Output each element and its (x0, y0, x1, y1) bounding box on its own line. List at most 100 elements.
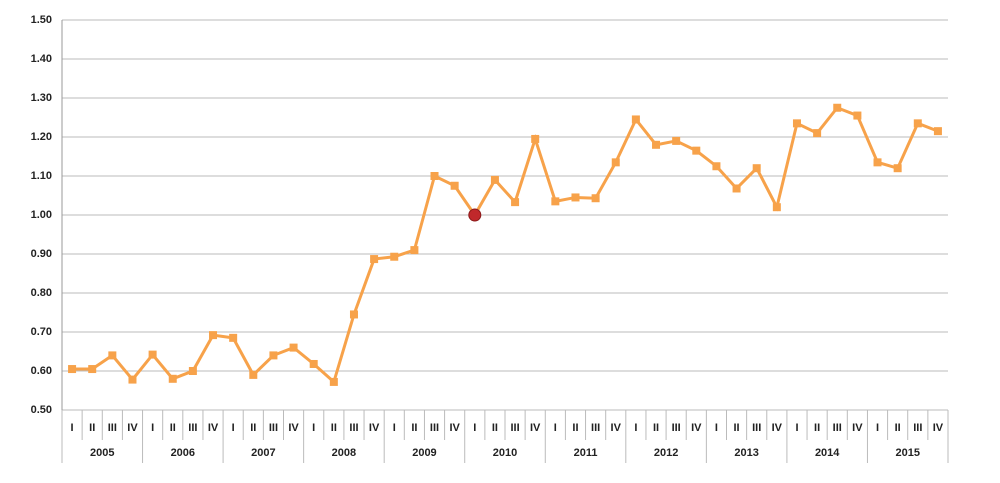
group-label: 2010 (493, 447, 517, 459)
x-tick-label: III (510, 422, 519, 434)
group-label: 2015 (895, 447, 919, 459)
marker (289, 343, 298, 352)
x-tick-label: II (734, 422, 740, 434)
x-tick-label: IV (772, 422, 783, 434)
x-tick-label: III (108, 422, 117, 434)
y-tick-label: 0.70 (31, 326, 52, 338)
group-label: 2012 (654, 447, 678, 459)
y-tick-label: 1.20 (31, 131, 52, 143)
y-tick-label: 1.30 (31, 92, 52, 104)
x-tick-label: III (430, 422, 439, 434)
marker (772, 203, 781, 212)
marker (370, 255, 379, 264)
marker (933, 127, 942, 136)
marker (209, 331, 218, 340)
x-tick-label: IV (127, 422, 138, 434)
x-tick-label: I (876, 422, 879, 434)
marker (652, 140, 661, 149)
marker (329, 377, 338, 386)
x-tick-label: II (250, 422, 256, 434)
x-tick-label: I (151, 422, 154, 434)
x-tick-label: II (411, 422, 417, 434)
x-tick-label: III (591, 422, 600, 434)
marker (128, 375, 137, 384)
marker (732, 184, 741, 193)
marker (410, 246, 419, 255)
marker (349, 310, 358, 319)
marker (752, 164, 761, 173)
group-label: 2008 (332, 447, 356, 459)
x-tick-label: IV (208, 422, 219, 434)
x-tick-label: I (393, 422, 396, 434)
marker (68, 365, 77, 374)
y-tick-label: 0.90 (31, 248, 52, 260)
marker (611, 158, 620, 167)
marker (108, 351, 117, 360)
highlight-marker (468, 208, 482, 222)
marker (672, 136, 681, 145)
x-tick-label: IV (530, 422, 541, 434)
y-tick-label: 0.50 (31, 404, 52, 416)
x-tick-label: III (349, 422, 358, 434)
x-tick-label: III (752, 422, 761, 434)
x-tick-label: I (71, 422, 74, 434)
x-tick-label: IV (288, 422, 299, 434)
x-tick-label: IV (611, 422, 622, 434)
marker (490, 175, 499, 184)
x-tick-label: I (232, 422, 235, 434)
x-tick-label: II (492, 422, 498, 434)
x-tick-label: IV (691, 422, 702, 434)
x-tick-label: II (895, 422, 901, 434)
marker (269, 351, 278, 360)
y-tick-label: 0.80 (31, 287, 52, 299)
marker (893, 164, 902, 173)
marker (430, 172, 439, 180)
marker (309, 359, 318, 368)
marker (450, 181, 459, 190)
marker (813, 129, 822, 138)
x-tick-label: II (814, 422, 820, 434)
x-tick-label: I (795, 422, 798, 434)
x-tick-label: III (913, 422, 922, 434)
x-tick-label: III (833, 422, 842, 434)
marker (168, 374, 177, 383)
x-tick-label: I (554, 422, 557, 434)
marker (631, 115, 640, 124)
x-tick-label: III (672, 422, 681, 434)
marker (390, 252, 399, 261)
marker (873, 158, 882, 167)
x-tick-label: III (269, 422, 278, 434)
group-label: 2006 (171, 447, 195, 459)
marker (249, 370, 258, 379)
marker (511, 198, 520, 207)
x-tick-label: III (188, 422, 197, 434)
marker (692, 146, 701, 155)
marker (188, 367, 197, 375)
x-tick-label: II (170, 422, 176, 434)
y-tick-label: 0.60 (31, 365, 52, 377)
marker (88, 365, 97, 374)
x-tick-label: II (331, 422, 337, 434)
marker (712, 162, 721, 171)
x-tick-label: I (312, 422, 315, 434)
group-label: 2013 (734, 447, 758, 459)
marker (853, 111, 862, 120)
group-label: 2011 (574, 447, 598, 459)
marker (833, 103, 842, 112)
marker (571, 193, 580, 202)
x-tick-label: II (653, 422, 659, 434)
x-tick-label: IV (852, 422, 863, 434)
line (72, 105, 939, 385)
x-tick-label: II (89, 422, 95, 434)
marker (591, 194, 600, 203)
group-label: 2007 (251, 447, 275, 459)
y-tick-label: 1.00 (31, 209, 52, 221)
group-label: 2009 (412, 447, 436, 459)
group-label: 2005 (90, 447, 114, 459)
x-tick-label: I (634, 422, 637, 434)
marker (229, 333, 238, 342)
marker (551, 197, 560, 206)
marker (792, 119, 801, 128)
x-tick-label: IV (369, 422, 380, 434)
